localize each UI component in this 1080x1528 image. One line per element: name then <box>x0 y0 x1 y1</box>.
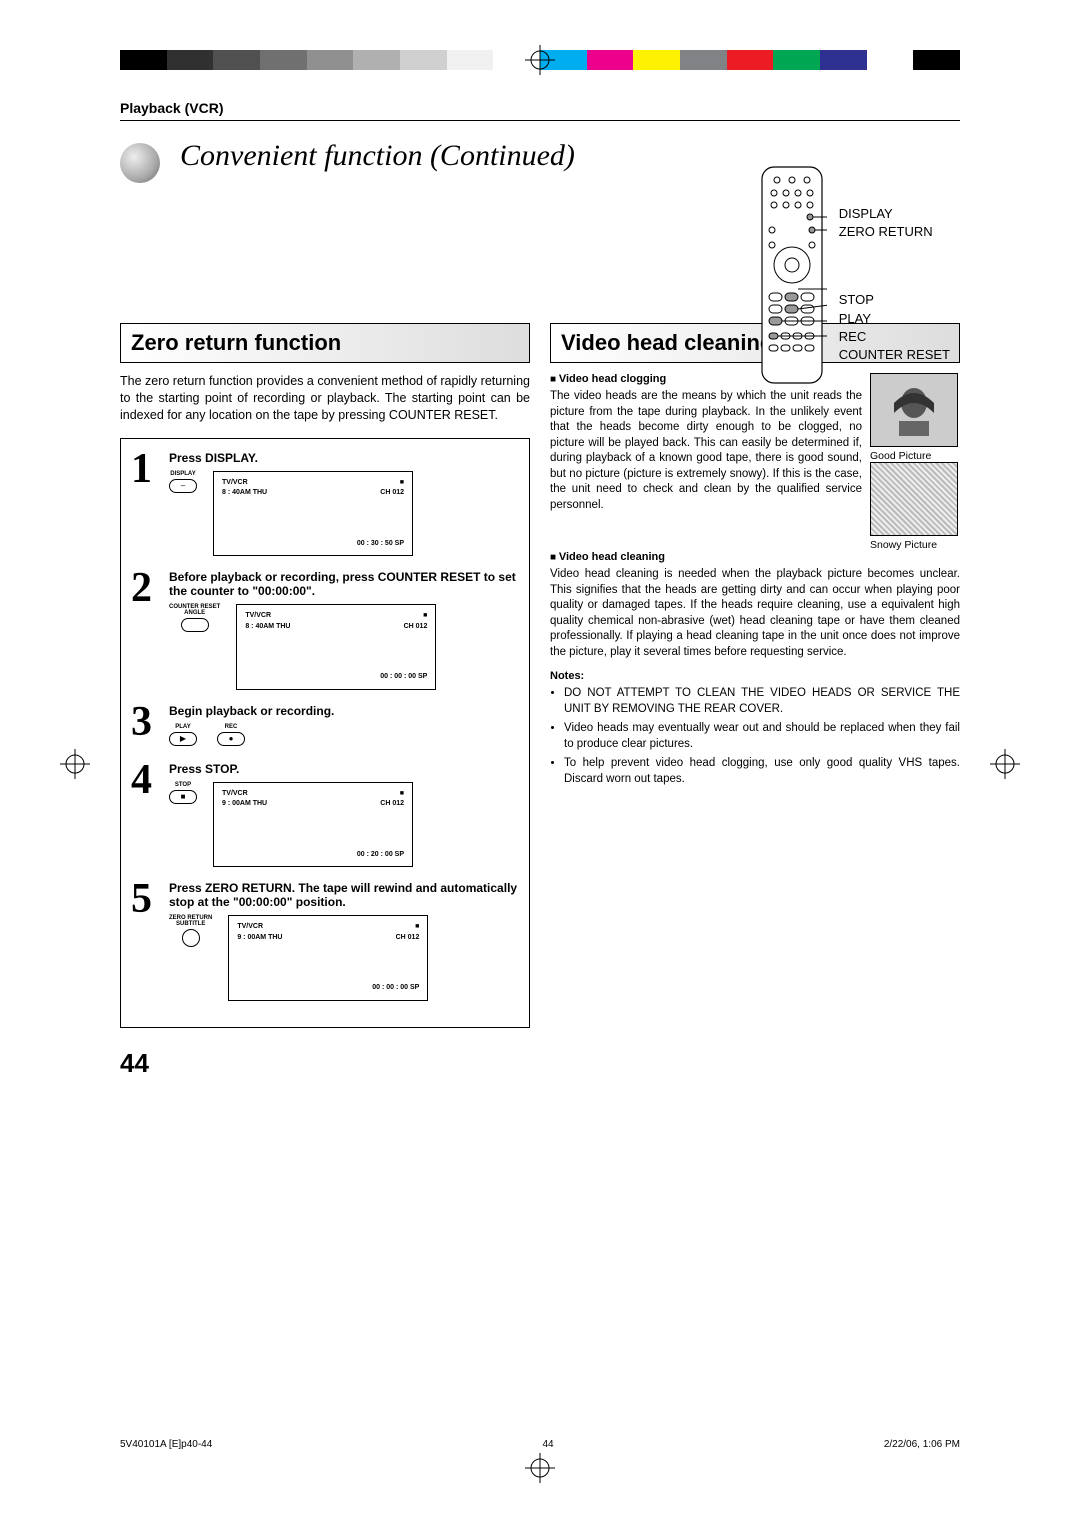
notes-title: Notes: <box>550 670 960 682</box>
step-text: Press STOP. <box>169 762 519 776</box>
page-title: Convenient function (Continued) <box>180 139 575 173</box>
remote-button-icon: PLAY▶ <box>169 724 197 748</box>
footer-right: 2/22/06, 1:06 PM <box>884 1439 960 1450</box>
remote-button-icon: COUNTER RESETANGLE <box>169 604 220 634</box>
cleaning-title: Video head cleaning <box>550 551 960 563</box>
remote-label: DISPLAY <box>839 205 950 223</box>
step-text: Before playback or recording, press COUN… <box>169 570 519 598</box>
remote-label: REC <box>839 328 950 346</box>
remote-diagram: DISPLAY ZERO RETURN STOP PLAY REC COUNTE… <box>757 165 950 385</box>
step-text: Begin playback or recording. <box>169 704 519 718</box>
good-picture-label: Good Picture <box>870 450 960 462</box>
footer: 5V40101A [E]p40-44 44 2/22/06, 1:06 PM <box>120 1439 960 1450</box>
remote-button-icon: DISPLAY– <box>169 471 197 495</box>
registration-mark-icon <box>525 1453 555 1483</box>
remote-label: PLAY <box>839 310 950 328</box>
snowy-picture-icon <box>870 462 958 536</box>
cleaning-text: Video head cleaning is needed when the p… <box>550 567 960 660</box>
step-number: 2 <box>131 570 161 690</box>
screen-mock: TV/VCR■8 : 40AM THUCH 01200 : 30 : 50 SP <box>213 471 413 557</box>
remote-labels: DISPLAY ZERO RETURN STOP PLAY REC COUNTE… <box>839 165 950 385</box>
remote-label: ZERO RETURN <box>839 223 950 241</box>
remote-label: COUNTER RESET <box>839 346 950 364</box>
step: 4 Press STOP. STOP■ TV/VCR■9 : 00AM THUCH 0… <box>131 762 519 868</box>
section-header: Playback (VCR) <box>120 100 960 121</box>
page-number: 44 <box>120 1048 960 1079</box>
title-bullet-icon <box>120 143 160 183</box>
steps-box: 1 Press DISPLAY. DISPLAY– TV/VCR■8 : 40AM T… <box>120 438 530 1028</box>
step: 1 Press DISPLAY. DISPLAY– TV/VCR■8 : 40AM T… <box>131 451 519 557</box>
zero-return-heading: Zero return function <box>120 323 530 363</box>
step-number: 3 <box>131 704 161 748</box>
step: 3 Begin playback or recording. PLAY▶ REC● <box>131 704 519 748</box>
remote-button-icon: REC● <box>217 724 245 748</box>
notes-list: DO NOT ATTEMPT TO CLEAN THE VIDEO HEADS … <box>550 686 960 787</box>
step-number: 4 <box>131 762 161 868</box>
step-text: Press ZERO RETURN. The tape will rewind … <box>169 881 519 909</box>
note-item: To help prevent video head clogging, use… <box>564 756 960 787</box>
note-item: DO NOT ATTEMPT TO CLEAN THE VIDEO HEADS … <box>564 686 960 717</box>
step-number: 5 <box>131 881 161 1001</box>
screen-mock: TV/VCR■9 : 00AM THUCH 01200 : 00 : 00 SP <box>228 915 428 1001</box>
picture-examples: Good Picture Snowy Picture <box>870 373 960 551</box>
footer-left: 5V40101A [E]p40-44 <box>120 1439 212 1450</box>
step-text: Press DISPLAY. <box>169 451 519 465</box>
step-number: 1 <box>131 451 161 557</box>
snowy-picture-label: Snowy Picture <box>870 539 960 551</box>
remote-button-icon: STOP■ <box>169 782 197 806</box>
footer-center: 44 <box>543 1439 554 1450</box>
step: 2 Before playback or recording, press COU… <box>131 570 519 690</box>
note-item: Video heads may eventually wear out and … <box>564 721 960 752</box>
step: 5 Press ZERO RETURN. The tape will rewind… <box>131 881 519 1001</box>
remote-icon <box>757 165 827 385</box>
screen-mock: TV/VCR■9 : 00AM THUCH 01200 : 20 : 00 SP <box>213 782 413 868</box>
zero-return-intro: The zero return function provides a conv… <box>120 373 530 424</box>
remote-label: STOP <box>839 291 950 309</box>
screen-mock: TV/VCR■8 : 40AM THUCH 01200 : 00 : 00 SP <box>236 604 436 690</box>
remote-button-icon: ZERO RETURNSUBTITLE <box>169 915 212 949</box>
